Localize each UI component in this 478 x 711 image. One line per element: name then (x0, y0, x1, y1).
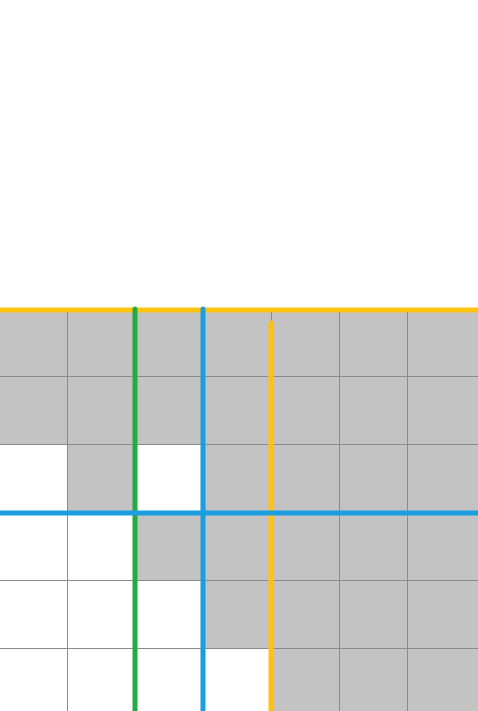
grid-cell-r3-c7 (408, 445, 478, 513)
grid-cell-r1-c4 (204, 309, 272, 377)
grid-cell-r6-c3 (136, 649, 204, 711)
grid-cell-r5-c1 (0, 581, 68, 649)
grid-cell-r2-c2 (68, 377, 136, 445)
grid-cell-r1-c3 (136, 309, 204, 377)
grid-cell-r5-c4 (204, 581, 272, 649)
grid-cell-r2-c7 (408, 377, 478, 445)
grid-cell-r4-c4 (204, 513, 272, 581)
overlay-lines (0, 306, 478, 711)
grid-cell-r6-c7 (408, 649, 478, 711)
grid-cell-r1-c2 (68, 309, 136, 377)
grid-cell-r4-c2 (68, 513, 136, 581)
grid-cell-r2-c6 (340, 377, 408, 445)
grid-cell-r2-c5 (272, 377, 340, 445)
grid-cell-r3-c5 (272, 445, 340, 513)
grid-cell-r5-c7 (408, 581, 478, 649)
grid-cell-r5-c5 (272, 581, 340, 649)
grid-cell-r3-c3 (136, 445, 204, 513)
grid-cell-r1-c1 (0, 309, 68, 377)
grid-cell-r5-c2 (68, 581, 136, 649)
grid-cell-r3-c4 (204, 445, 272, 513)
grid-cells (0, 309, 478, 711)
grid-cell-r2-c1 (0, 377, 68, 445)
grid-cell-r1-c7 (408, 309, 478, 377)
grid-cell-r4-c5 (272, 513, 340, 581)
grid-cell-r6-c6 (340, 649, 408, 711)
grid-cell-r4-c1 (0, 513, 68, 581)
grid-cell-r3-c2 (68, 445, 136, 513)
grid-cell-r2-c4 (204, 377, 272, 445)
grid-cell-r1-c5 (272, 309, 340, 377)
grid-cell-r2-c3 (136, 377, 204, 445)
grid-cell-r6-c4 (204, 649, 272, 711)
grid-cell-r3-c6 (340, 445, 408, 513)
grid-cell-r6-c2 (68, 649, 136, 711)
grid-cell-r6-c5 (272, 649, 340, 711)
grid-cell-r5-c3 (136, 581, 204, 649)
grid-cell-r4-c6 (340, 513, 408, 581)
grid-cell-r1-c6 (340, 309, 408, 377)
grid-cell-r4-c3 (136, 513, 204, 581)
grid-cell-r5-c6 (340, 581, 408, 649)
grid-cell-r4-c7 (408, 513, 478, 581)
grid-cell-r6-c1 (0, 649, 68, 711)
grid-cell-r3-c1 (0, 445, 68, 513)
